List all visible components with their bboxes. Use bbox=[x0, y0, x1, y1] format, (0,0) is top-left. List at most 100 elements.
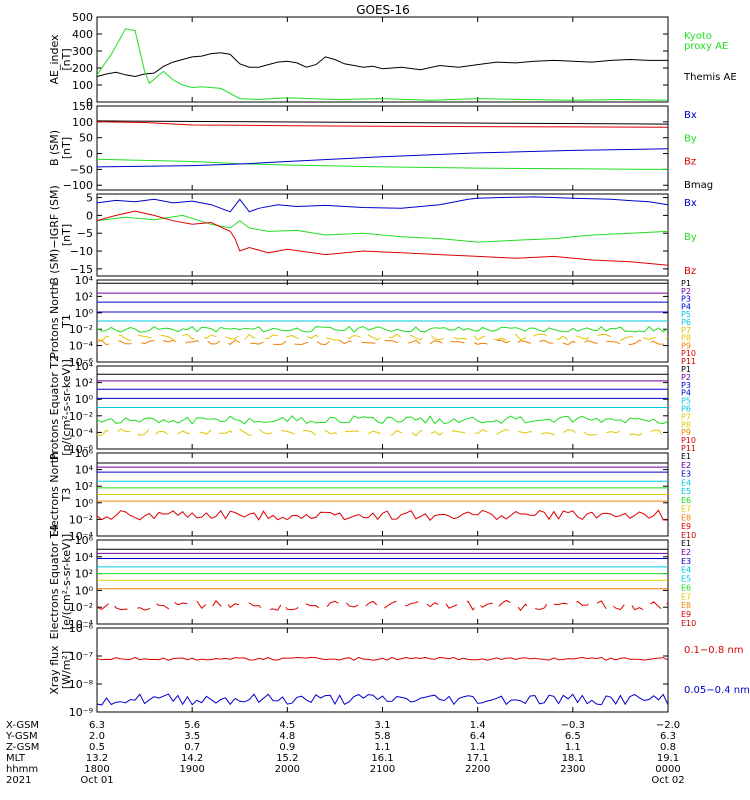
x-tick-value: 1.1 bbox=[470, 742, 486, 753]
legend-entry: E5 bbox=[681, 487, 691, 496]
series-e8 bbox=[97, 509, 668, 521]
legend-entry: P4 bbox=[681, 389, 691, 398]
legend-entry: E7 bbox=[681, 592, 691, 601]
legend-entry: P8 bbox=[681, 334, 691, 343]
y-tick-label: 10⁻⁶ bbox=[69, 356, 94, 369]
legend-entry: P7 bbox=[681, 326, 691, 335]
y-tick-label: 10⁰ bbox=[75, 393, 94, 406]
series-group bbox=[97, 548, 668, 612]
legend-entry: Themis AE bbox=[683, 72, 737, 83]
y-tick-label: 10⁻² bbox=[69, 323, 93, 336]
legend-entry: Bx bbox=[684, 198, 697, 209]
y-label-line1: Protons Equator T2 bbox=[48, 355, 61, 460]
legend-entry: Bx bbox=[684, 110, 697, 121]
series-group bbox=[97, 120, 668, 170]
series-by bbox=[97, 158, 668, 170]
y-axis-label: Protons North T1 bbox=[48, 283, 73, 358]
series-themis-ae bbox=[97, 52, 668, 78]
y-tick-label: 10² bbox=[75, 480, 93, 493]
y-tick-label: 10² bbox=[75, 568, 93, 581]
x-tick-value: 1.4 bbox=[470, 720, 486, 731]
y-label-line1: Electrons North bbox=[48, 452, 61, 537]
legend-entry: E9 bbox=[681, 610, 691, 619]
legend-entry: E10 bbox=[681, 619, 696, 628]
x-axis-table: X-GSMY-GSMZ-GSMMLThhmm20216.32.00.513.21… bbox=[5, 720, 685, 786]
y-tick-label: −50 bbox=[70, 163, 93, 176]
figure-title: GOES-16 bbox=[356, 3, 410, 17]
y-tick-label: 10⁴ bbox=[75, 464, 94, 477]
legend-entry: P6 bbox=[681, 405, 691, 414]
panel-frame bbox=[96, 539, 669, 625]
x-tick-value: 1800 bbox=[84, 764, 109, 775]
y-tick-label: 10⁻² bbox=[69, 601, 93, 614]
y-label-line1: Protons North bbox=[48, 283, 61, 358]
y-tick-label: 400 bbox=[72, 28, 93, 41]
legend-entry: P11 bbox=[681, 444, 696, 453]
y-axis-label: B (SM) [nT] bbox=[48, 130, 73, 166]
y-axis-label: Electrons Equator T4 [e/(cm²-s-sr-keV)] bbox=[48, 525, 73, 640]
x-tick-value: Oct 02 bbox=[651, 775, 684, 786]
series-p7 bbox=[97, 428, 668, 437]
series-bz bbox=[97, 121, 668, 128]
legend-entry: E3 bbox=[681, 470, 691, 479]
y-tick-label: 100 bbox=[72, 116, 93, 129]
legend-entry: E3 bbox=[681, 557, 691, 566]
legend-entry: P3 bbox=[681, 295, 691, 304]
legend-entry: P9 bbox=[681, 428, 691, 437]
series-0-1-0-8-nm bbox=[97, 656, 668, 661]
x-tick-value: 0000 bbox=[655, 764, 680, 775]
y-label-line2: [p/(cm²-s-sr-keV)] bbox=[60, 359, 73, 456]
x-tick-value: 2.0 bbox=[89, 731, 105, 742]
legend-entry: P1 bbox=[681, 279, 691, 288]
y-tick-label: 10⁻⁹ bbox=[69, 706, 93, 719]
y-tick-label: 10⁰ bbox=[75, 584, 94, 597]
x-tick-value: 15.2 bbox=[276, 753, 298, 764]
series-p6 bbox=[97, 325, 668, 333]
legend-entry: P4 bbox=[681, 302, 691, 311]
legend-entry: E6 bbox=[681, 496, 691, 505]
legend-entry: E2 bbox=[681, 461, 691, 470]
x-tick-value: Oct 01 bbox=[80, 775, 113, 786]
legend-entry: E9 bbox=[681, 522, 691, 531]
panel-xray: 10⁻⁶ 10⁻⁷ 10⁻⁸ 10⁻⁹ Xray flux [W/m²] 0.1−0.8 n… bbox=[48, 622, 750, 719]
legend-entry: Bmag bbox=[684, 180, 713, 191]
legend-entry: P2 bbox=[681, 287, 691, 296]
series-bz bbox=[97, 210, 668, 266]
legend-entry: Bz bbox=[684, 157, 696, 168]
x-tick-value: 0.9 bbox=[279, 742, 295, 753]
y-axis-label: AE_index [nT] bbox=[48, 34, 73, 85]
legend-entry: P5 bbox=[681, 310, 691, 319]
legend-entry: By bbox=[684, 133, 697, 144]
y-tick-label: 100 bbox=[72, 79, 93, 92]
legend-entry: P8 bbox=[681, 420, 691, 429]
legend-entry: E10 bbox=[681, 531, 696, 540]
x-tick-value: 0.5 bbox=[89, 742, 105, 753]
y-tick-label: 10⁶ bbox=[75, 447, 94, 460]
x-tick-value: 3.1 bbox=[375, 720, 391, 731]
legend-entry: P3 bbox=[681, 381, 691, 390]
series-0-05-0-4-nm bbox=[97, 693, 668, 706]
x-tick-value: 13.2 bbox=[86, 753, 108, 764]
y-label-line2: [e/(cm²-s-sr-keV)] bbox=[60, 534, 73, 630]
x-tick-value: 6.3 bbox=[89, 720, 105, 731]
x-tick-value: 0.8 bbox=[660, 742, 676, 753]
legend-entry: E1 bbox=[681, 539, 691, 548]
x-tick-value: 17.1 bbox=[467, 753, 489, 764]
x-tick-value: 6.3 bbox=[660, 731, 676, 742]
x-tick-value: 19.1 bbox=[657, 753, 679, 764]
series-e8 bbox=[97, 599, 668, 612]
x-tick-value: 4.8 bbox=[279, 731, 295, 742]
y-tick-label: 10⁴ bbox=[75, 274, 94, 287]
y-label-line1: B (SM)−IGRF (SM) bbox=[48, 185, 61, 285]
y-label-line2: [W/m²] bbox=[60, 651, 73, 689]
y-tick-label: 150 bbox=[72, 100, 93, 113]
x-tick-value: 4.5 bbox=[279, 720, 295, 731]
x-row-label: MLT bbox=[6, 753, 26, 764]
y-tick-label: 50 bbox=[79, 132, 93, 145]
legend-entry: 0.1−0.8 nm bbox=[684, 645, 743, 656]
